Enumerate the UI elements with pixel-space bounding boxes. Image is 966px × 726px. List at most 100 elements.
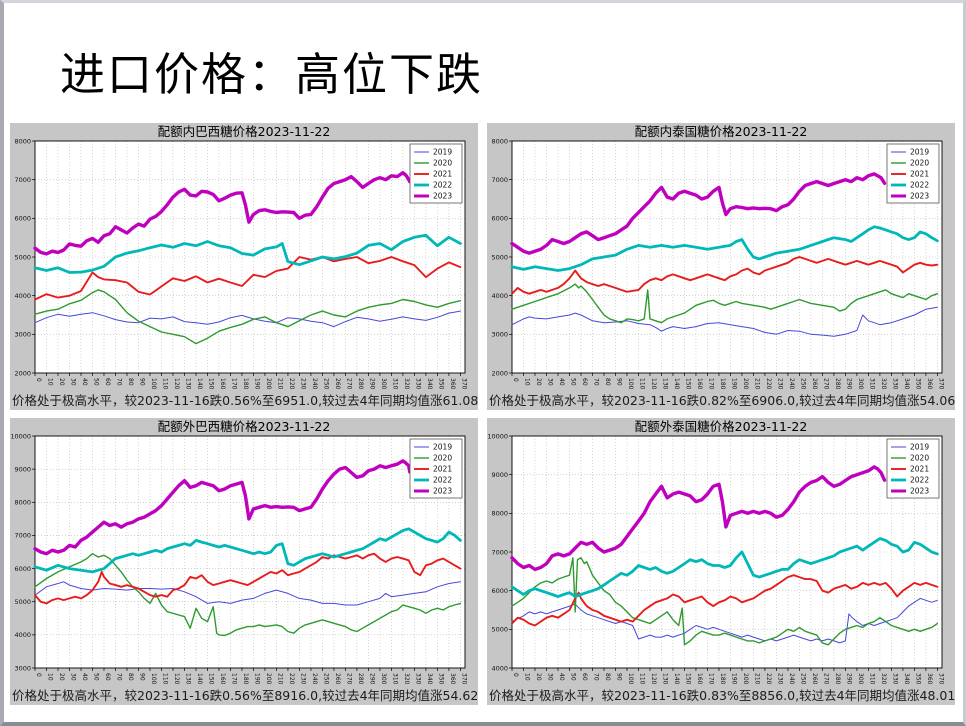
x-tick-label: 140 <box>196 378 203 390</box>
x-tick-label: 360 <box>926 378 933 390</box>
x-tick-label: 120 <box>173 378 180 390</box>
x-tick-label: 190 <box>254 378 261 390</box>
x-tick-label: 250 <box>323 378 330 390</box>
legend-label-2019: 2019 <box>910 443 929 452</box>
y-tick-label: 9000 <box>491 471 508 479</box>
x-tick-label: 30 <box>70 673 77 681</box>
y-tick-label: 6000 <box>14 215 31 223</box>
y-tick-label: 6000 <box>14 565 31 573</box>
x-tick-label: 170 <box>231 673 238 685</box>
x-tick-label: 360 <box>449 673 456 685</box>
x-tick-label: 30 <box>547 378 554 386</box>
x-tick-label: 330 <box>415 378 422 390</box>
x-tick-label: 270 <box>346 673 353 685</box>
y-tick-label: 3000 <box>14 664 31 672</box>
chart-caption: 价格处于极高水平，较2023-11-16跌0.56%至8916.0,较过去4年同… <box>12 688 478 703</box>
series-line-2019 <box>34 310 461 328</box>
x-tick-label: 200 <box>265 673 272 685</box>
x-tick-label: 0 <box>512 378 519 382</box>
x-tick-label: 250 <box>323 673 330 685</box>
x-tick-label: 50 <box>93 673 100 681</box>
x-tick-label: 10 <box>47 673 54 681</box>
x-tick-label: 300 <box>857 673 864 685</box>
x-tick-label: 60 <box>581 673 588 681</box>
series-line-2019 <box>34 581 461 606</box>
x-tick-label: 290 <box>846 378 853 390</box>
x-tick-label: 260 <box>334 673 341 685</box>
x-tick-label: 320 <box>880 378 887 390</box>
y-tick-label: 9000 <box>14 465 31 473</box>
x-tick-label: 0 <box>35 673 42 677</box>
series-line-2022 <box>33 233 462 274</box>
x-tick-label: 100 <box>150 673 157 685</box>
x-tick-label: 290 <box>369 673 376 685</box>
x-tick-label: 350 <box>438 378 445 390</box>
y-tick-label: 4000 <box>14 292 31 300</box>
x-tick-label: 220 <box>765 673 772 685</box>
y-tick-label: 2000 <box>491 369 508 377</box>
chart-panel-quota-brazil: 配额内巴西糖价格2023-11-22 0 10 20 30 40 50 60 70 80 90 10… <box>10 123 478 410</box>
x-tick-label: 30 <box>70 378 77 386</box>
chart-title: 配额内泰国糖价格2023-11-22 <box>634 124 808 139</box>
chart-canvas-nonquota-brazil: 0 10 20 30 40 50 60 70 80 90 100 110 120 130 140 150 160… <box>10 434 467 685</box>
x-tick-label: 40 <box>81 378 88 386</box>
legend-label-2022: 2022 <box>433 476 452 485</box>
series-line-2023 <box>510 465 887 572</box>
series-line-2021 <box>34 552 462 605</box>
x-tick-label: 70 <box>116 673 123 681</box>
x-tick-label: 80 <box>604 673 611 681</box>
x-tick-label: 240 <box>311 673 318 685</box>
x-tick-label: 110 <box>639 673 646 685</box>
x-tick-label: 90 <box>139 378 146 386</box>
series-line-2023 <box>33 171 412 256</box>
x-tick-label: 230 <box>777 673 784 685</box>
legend-label-2023: 2023 <box>433 192 452 201</box>
x-tick-label: 240 <box>788 378 795 390</box>
x-tick-label: 280 <box>834 673 841 685</box>
legend-label-2019: 2019 <box>433 443 452 452</box>
x-tick-label: 120 <box>650 673 657 685</box>
series-line-2022 <box>510 537 939 598</box>
x-tick-label: 350 <box>915 378 922 390</box>
x-tick-label: 200 <box>742 378 749 390</box>
legend-label-2022: 2022 <box>433 181 452 190</box>
x-tick-label: 310 <box>869 378 876 390</box>
plot-frame <box>34 435 466 669</box>
x-tick-label: 0 <box>512 673 519 677</box>
x-tick-label: 230 <box>300 378 307 390</box>
series-line-2019 <box>511 306 938 337</box>
plot-area <box>512 141 942 373</box>
y-tick-label: 4000 <box>491 664 508 672</box>
series-line-2023 <box>33 459 412 556</box>
x-tick-label: 360 <box>926 673 933 685</box>
x-tick-label: 190 <box>254 673 261 685</box>
x-tick-label: 300 <box>380 378 387 390</box>
series-line-2020 <box>34 552 462 637</box>
legend-label-2019: 2019 <box>910 148 929 157</box>
y-tick-label: 8000 <box>491 139 508 145</box>
series-line-2020 <box>34 289 462 345</box>
y-tick-label: 10000 <box>10 434 31 440</box>
x-tick-label: 150 <box>208 673 215 685</box>
x-tick-label: 120 <box>173 673 180 685</box>
x-tick-label: 70 <box>593 378 600 386</box>
chart-title: 配额内巴西糖价格2023-11-22 <box>157 124 331 139</box>
x-tick-label: 50 <box>93 378 100 386</box>
series-line-2023 <box>510 172 887 255</box>
series-line-2021 <box>511 256 939 295</box>
x-tick-label: 220 <box>765 378 772 390</box>
x-tick-label: 130 <box>662 673 669 685</box>
chart-title: 配额外泰国糖价格2023-11-22 <box>634 419 808 434</box>
x-tick-label: 370 <box>938 378 945 390</box>
x-tick-label: 150 <box>685 378 692 390</box>
chart-caption: 价格处于极高水平，较2023-11-16跌0.82%至6906.0,较过去4年同… <box>489 393 955 408</box>
x-tick-label: 310 <box>869 673 876 685</box>
y-tick-label: 7000 <box>14 532 31 540</box>
y-tick-label: 2000 <box>14 369 31 377</box>
series-line-2022 <box>33 527 462 574</box>
x-tick-label: 20 <box>58 673 65 681</box>
x-tick-label: 350 <box>915 673 922 685</box>
chart-panel-nonquota-brazil: 配额外巴西糖价格2023-11-22 0 10 20 30 40 50 60 70 80 90 10… <box>10 418 478 705</box>
series-line-2020 <box>511 283 939 324</box>
